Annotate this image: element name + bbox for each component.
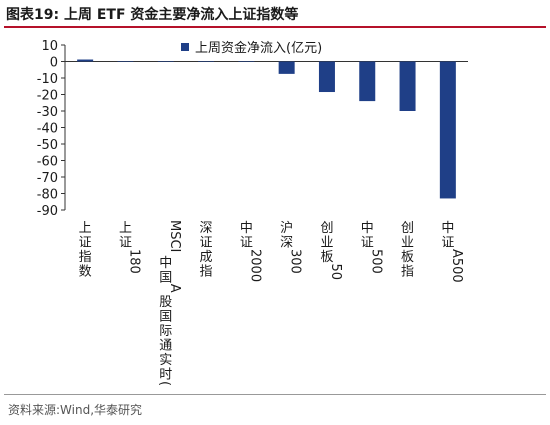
x-tick-label: 180 — [126, 249, 141, 274]
x-tick-label: 证 — [240, 236, 253, 251]
x-tick-label: 证 — [200, 236, 213, 251]
x-tick-label: A — [167, 284, 182, 293]
x-tick-label: 证 — [441, 236, 454, 251]
y-tick-label: -20 — [37, 89, 58, 104]
x-tick-label: 中 — [361, 221, 374, 236]
x-tick-label: 实 — [159, 353, 172, 368]
legend-swatch — [181, 43, 189, 51]
x-tick-label: 证 — [79, 236, 92, 251]
y-tick-label: 10 — [41, 39, 58, 54]
x-tick-label: 板 — [320, 250, 333, 265]
x-tick-label: 业 — [401, 236, 414, 251]
x-tick-label: 板 — [401, 250, 414, 265]
y-tick-label: -30 — [37, 105, 58, 120]
y-tick-label: -60 — [37, 155, 58, 170]
bar-3 — [157, 61, 174, 62]
y-tick-label: 0 — [50, 56, 58, 71]
bar-1 — [77, 59, 94, 62]
bar-chart: 100-10-20-30-40-50-60-70-80-90上证指数上证180M… — [37, 39, 468, 386]
x-tick-label: 深 — [280, 236, 293, 251]
bar-7 — [318, 61, 335, 93]
x-tick-label: ( — [157, 381, 172, 386]
bar-4 — [198, 61, 215, 62]
x-tick-label: 证 — [119, 236, 132, 251]
x-tick-label: 中 — [159, 256, 172, 271]
x-tick-label: 际 — [159, 324, 172, 339]
x-tick-label: 业 — [320, 236, 333, 251]
y-tick-label: -40 — [37, 122, 58, 137]
x-tick-label: 300 — [288, 249, 303, 274]
y-tick-label: -90 — [37, 204, 58, 219]
x-tick-label: 成 — [200, 250, 213, 265]
y-tick-label: -10 — [37, 72, 58, 87]
x-tick-label: 2000 — [247, 249, 262, 282]
x-tick-label: MSCI — [167, 220, 182, 252]
x-tick-label: 国 — [159, 310, 172, 325]
y-tick-label: -50 — [37, 138, 58, 153]
x-tick-label: 中 — [240, 221, 253, 236]
x-tick-label: 数 — [79, 265, 92, 280]
x-tick-label: 深 — [200, 221, 213, 236]
x-tick-label: 股 — [159, 295, 172, 310]
x-tick-label: 500 — [368, 249, 383, 274]
y-tick-label: -80 — [37, 188, 58, 203]
x-tick-label: 上 — [119, 221, 132, 236]
footer-divider — [4, 394, 546, 395]
x-tick-label: 创 — [401, 221, 414, 236]
bar-2 — [117, 61, 134, 62]
title-divider — [4, 26, 546, 28]
bar-6 — [278, 61, 295, 74]
y-tick-label: -70 — [37, 171, 58, 186]
x-tick-label: 指 — [79, 250, 92, 265]
legend-label: 上周资金净流入(亿元) — [195, 40, 322, 56]
bar-5 — [238, 61, 255, 62]
x-tick-label: 50 — [328, 264, 343, 281]
x-tick-label: 时 — [159, 368, 172, 383]
bar-9 — [399, 61, 416, 111]
x-tick-label: 指 — [401, 265, 414, 280]
x-tick-label: 中 — [441, 221, 454, 236]
bar-10 — [439, 61, 456, 199]
x-tick-label: 国 — [159, 270, 172, 285]
x-tick-label: A500 — [449, 249, 464, 283]
x-tick-label: 指 — [200, 265, 213, 280]
chart-title: 图表19: 上周 ETF 资金主要净流入上证指数等 — [6, 7, 299, 23]
x-tick-label: 沪 — [280, 220, 293, 236]
source-note: 资料来源:Wind,华泰研究 — [8, 403, 143, 417]
x-tick-label: 通 — [159, 339, 172, 354]
x-tick-label: 上 — [79, 221, 92, 236]
x-tick-label: 创 — [320, 221, 333, 236]
bar-8 — [359, 61, 376, 102]
x-tick-label: 证 — [361, 236, 374, 251]
